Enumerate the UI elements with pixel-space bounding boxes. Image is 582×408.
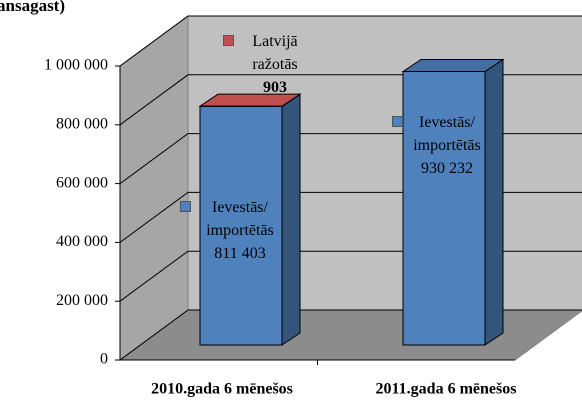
bar-top (401, 59, 505, 73)
data-label: Ievestās/ importētās 930 232 (403, 111, 491, 180)
y-tick-label: 400 000 (56, 233, 108, 250)
data-label: Ievestās/ importētās 811 403 (196, 196, 284, 265)
legend-key (392, 116, 403, 127)
legend-key (223, 35, 234, 46)
y-tick-label: 1 000 000 (44, 57, 108, 74)
chart-title: ansagast) (0, 0, 66, 15)
bar-top (198, 93, 302, 107)
bar-side (484, 58, 504, 346)
x-tick-label: 2011.gada 6 mēnešos (376, 381, 517, 398)
side-wall (119, 15, 189, 361)
bar (402, 71, 486, 346)
y-tick-label: 600 000 (56, 174, 108, 191)
y-tick-label: 0 (100, 351, 108, 368)
data-label: Latvijā ražotās 903 (230, 30, 320, 99)
series-name: Ievestās/ importētās (206, 199, 274, 239)
value-label: 903 (263, 79, 287, 96)
value-label: 811 403 (214, 245, 266, 262)
grid-line (119, 15, 582, 67)
legend-key (180, 201, 191, 212)
floor (118, 309, 582, 361)
value-label: 930 232 (421, 160, 473, 177)
bar-side (281, 93, 301, 346)
bar (199, 105, 283, 346)
y-tick-label: 800 000 (56, 115, 108, 132)
series-name: Latvijā ražotās (252, 33, 298, 73)
y-tick-label: 200 000 (56, 292, 108, 309)
series-name: Ievestās/ importētās (413, 114, 481, 154)
x-tick-label: 2010.gada 6 mēnešos (151, 381, 293, 398)
